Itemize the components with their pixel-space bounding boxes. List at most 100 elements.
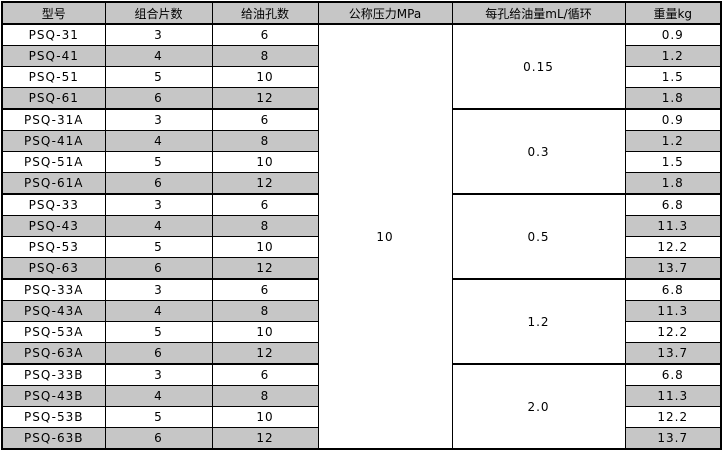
model-cell: PSQ-63 xyxy=(1,257,106,280)
weight-cell: 1.5 xyxy=(624,151,722,173)
weight-cell: 13.7 xyxy=(624,427,722,450)
plates-cell: 5 xyxy=(104,321,213,343)
holes-cell: 12 xyxy=(211,342,319,365)
holes-cell: 12 xyxy=(211,87,319,110)
table-row: PSQ-51A 5 10 1.5 xyxy=(1,151,722,173)
model-cell: PSQ-61 xyxy=(1,87,106,110)
model-cell: PSQ-43B xyxy=(1,385,106,407)
table-row: PSQ-33B 3 6 2.0 6.8 xyxy=(1,363,722,450)
holes-cell: 6 xyxy=(211,278,319,301)
plates-cell: 4 xyxy=(104,45,213,67)
plates-cell: 3 xyxy=(104,23,213,46)
holes-cell: 10 xyxy=(211,151,319,173)
weight-cell: 0.9 xyxy=(624,23,722,46)
holes-cell: 10 xyxy=(211,236,319,258)
plates-cell: 3 xyxy=(104,363,213,386)
plates-cell: 3 xyxy=(104,108,213,131)
col-header-weight: 重量kg xyxy=(624,1,722,25)
table-row: PSQ-53A 5 10 12.2 xyxy=(1,321,722,343)
col-header-holes: 给油孔数 xyxy=(211,1,319,25)
table-body: PSQ-31 3 6 10 0.15 0.9 PSQ-41 4 8 1.2 PSQ-51 5 10 1.5… xyxy=(1,23,722,450)
holes-cell: 6 xyxy=(211,363,319,386)
model-cell: PSQ-31 xyxy=(1,23,106,46)
model-cell: PSQ-31A xyxy=(1,108,106,131)
weight-cell: 13.7 xyxy=(624,342,722,365)
holes-cell: 10 xyxy=(211,321,319,343)
header-row: 型号 组合片数 给油孔数 公称压力MPa 每孔给油量mL/循环 重量kg xyxy=(1,1,722,25)
holes-cell: 8 xyxy=(211,45,319,67)
plates-cell: 6 xyxy=(104,342,213,365)
model-cell: PSQ-41 xyxy=(1,45,106,67)
weight-cell: 1.8 xyxy=(624,172,722,195)
col-header-model: 型号 xyxy=(1,1,106,25)
plates-cell: 6 xyxy=(104,427,213,450)
weight-cell: 6.8 xyxy=(624,193,722,216)
plates-cell: 4 xyxy=(104,215,213,237)
plates-cell: 4 xyxy=(104,300,213,322)
model-cell: PSQ-53 xyxy=(1,236,106,258)
holes-cell: 6 xyxy=(211,23,319,46)
table-row: PSQ-33 3 6 0.5 6.8 xyxy=(1,193,722,280)
table-row: PSQ-43B 4 8 11.3 xyxy=(1,385,722,407)
holes-cell: 8 xyxy=(211,130,319,152)
weight-cell: 12.2 xyxy=(624,236,722,258)
model-cell: PSQ-43A xyxy=(1,300,106,322)
plates-cell: 3 xyxy=(104,193,213,216)
model-cell: PSQ-63B xyxy=(1,427,106,450)
plates-cell: 5 xyxy=(104,66,213,88)
plates-cell: 4 xyxy=(104,385,213,407)
holes-cell: 12 xyxy=(211,257,319,280)
plates-cell: 6 xyxy=(104,257,213,280)
weight-cell: 0.9 xyxy=(624,108,722,131)
oil-per-hole-cell: 2.0 xyxy=(451,363,626,450)
plates-cell: 3 xyxy=(104,278,213,301)
plates-cell: 5 xyxy=(104,406,213,428)
holes-cell: 10 xyxy=(211,66,319,88)
weight-cell: 1.2 xyxy=(624,130,722,152)
oil-per-hole-cell: 0.5 xyxy=(451,193,626,280)
model-cell: PSQ-33A xyxy=(1,278,106,301)
model-cell: PSQ-51 xyxy=(1,66,106,88)
oil-per-hole-cell: 0.15 xyxy=(451,23,626,110)
weight-cell: 1.2 xyxy=(624,45,722,67)
model-cell: PSQ-33 xyxy=(1,193,106,216)
table-row: PSQ-51 5 10 1.5 xyxy=(1,66,722,88)
col-header-pressure: 公称压力MPa xyxy=(317,1,453,25)
weight-cell: 11.3 xyxy=(624,215,722,237)
model-cell: PSQ-43 xyxy=(1,215,106,237)
table-row: PSQ-31A 3 6 0.3 0.9 xyxy=(1,108,722,195)
holes-cell: 8 xyxy=(211,300,319,322)
table-row: PSQ-53 5 10 12.2 xyxy=(1,236,722,258)
holes-cell: 6 xyxy=(211,108,319,131)
holes-cell: 10 xyxy=(211,406,319,428)
plates-cell: 4 xyxy=(104,130,213,152)
weight-cell: 12.2 xyxy=(624,321,722,343)
plates-cell: 5 xyxy=(104,151,213,173)
weight-cell: 1.8 xyxy=(624,87,722,110)
weight-cell: 11.3 xyxy=(624,385,722,407)
weight-cell: 6.8 xyxy=(624,363,722,386)
table-row: PSQ-63A 6 12 13.7 xyxy=(1,342,722,365)
holes-cell: 12 xyxy=(211,172,319,195)
table-header: 型号 组合片数 给油孔数 公称压力MPa 每孔给油量mL/循环 重量kg xyxy=(1,1,722,25)
holes-cell: 12 xyxy=(211,427,319,450)
table-row: PSQ-41A 4 8 1.2 xyxy=(1,130,722,152)
table-row: PSQ-43 4 8 11.3 xyxy=(1,215,722,237)
table-row: PSQ-53B 5 10 12.2 xyxy=(1,406,722,428)
model-cell: PSQ-63A xyxy=(1,342,106,365)
model-cell: PSQ-33B xyxy=(1,363,106,386)
model-cell: PSQ-61A xyxy=(1,172,106,195)
oil-per-hole-cell: 0.3 xyxy=(451,108,626,195)
table-row: PSQ-33A 3 6 1.2 6.8 xyxy=(1,278,722,365)
weight-cell: 12.2 xyxy=(624,406,722,428)
plates-cell: 5 xyxy=(104,236,213,258)
col-header-oil-per-hole: 每孔给油量mL/循环 xyxy=(451,1,626,25)
model-cell: PSQ-53B xyxy=(1,406,106,428)
plates-cell: 6 xyxy=(104,87,213,110)
oil-per-hole-cell: 1.2 xyxy=(451,278,626,365)
plates-cell: 6 xyxy=(104,172,213,195)
weight-cell: 6.8 xyxy=(624,278,722,301)
weight-cell: 13.7 xyxy=(624,257,722,280)
holes-cell: 8 xyxy=(211,215,319,237)
